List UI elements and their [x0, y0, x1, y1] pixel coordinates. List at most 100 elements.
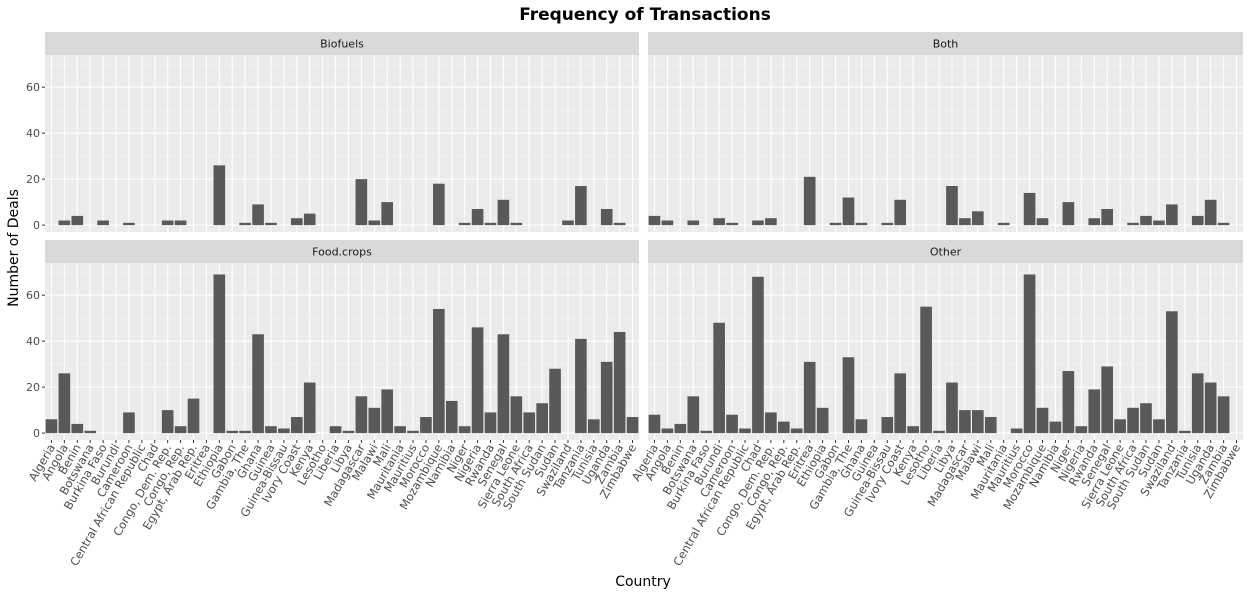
facet-panel-both: Both [648, 32, 1243, 232]
bar [368, 220, 381, 226]
facet-strip-label: Other [930, 246, 962, 259]
bar [613, 331, 626, 434]
bar [855, 222, 868, 226]
bar [613, 222, 626, 226]
bar [84, 430, 97, 434]
bar [587, 419, 600, 434]
bar [45, 419, 58, 434]
bar [790, 428, 803, 434]
panel-background [45, 55, 639, 232]
bar [329, 426, 342, 434]
bar [1217, 396, 1230, 434]
bar [1101, 209, 1114, 226]
bar [842, 197, 855, 226]
bar [562, 220, 574, 226]
y-tick-label: 0 [33, 427, 40, 440]
bar [1127, 222, 1139, 226]
bar [894, 199, 907, 226]
bar [58, 373, 71, 434]
bar [303, 382, 316, 434]
facet-strip-label: Biofuels [320, 38, 364, 51]
bar [855, 419, 868, 434]
bar [1127, 407, 1139, 434]
bar [674, 423, 687, 434]
bar [713, 322, 725, 434]
bar [575, 338, 587, 434]
bar [1166, 311, 1178, 434]
bar [290, 218, 303, 226]
bar [959, 218, 971, 226]
facet-strip [648, 240, 1243, 263]
bar [1088, 218, 1101, 226]
bar [1153, 419, 1165, 434]
bar [174, 426, 187, 434]
bar [355, 179, 368, 226]
bar [381, 389, 394, 434]
bar [687, 396, 700, 434]
bar [575, 186, 587, 226]
bar [265, 426, 277, 434]
bar [1217, 222, 1230, 226]
bar [213, 274, 226, 434]
facet-strip-label: Food.crops [312, 246, 372, 259]
bar [420, 417, 432, 434]
bar [1036, 407, 1049, 434]
facet-panel-food-crops: Food.crops0204060AlgeriaAngolaBeninBotsw… [26, 240, 639, 568]
bar [920, 306, 932, 434]
bar [1204, 382, 1217, 434]
bar [265, 222, 277, 226]
bar [946, 186, 958, 226]
bar [1023, 274, 1036, 434]
panel-background [648, 263, 1243, 440]
bar [1062, 371, 1075, 434]
bar [752, 276, 764, 434]
bar [1166, 204, 1178, 226]
bar [700, 430, 713, 434]
bar [972, 410, 984, 434]
bar [123, 412, 135, 434]
bar [972, 211, 984, 226]
bar [97, 220, 109, 226]
bar [394, 426, 406, 434]
bar [1062, 202, 1075, 226]
bar [1088, 389, 1101, 434]
bar [1140, 403, 1152, 434]
bar [252, 334, 264, 434]
bar [1036, 218, 1049, 226]
bar [497, 199, 510, 226]
bar [1075, 426, 1088, 434]
bar [510, 222, 523, 226]
bar [342, 430, 355, 434]
bar [648, 414, 661, 434]
bar [123, 222, 135, 226]
bar [484, 412, 497, 434]
bar [842, 357, 855, 434]
bar [726, 414, 738, 434]
bar [1153, 220, 1165, 226]
bar [997, 222, 1010, 226]
bar [252, 204, 264, 226]
bar [984, 417, 997, 434]
y-tick-label: 60 [26, 81, 40, 94]
bar [407, 430, 419, 434]
bar [458, 426, 471, 434]
bar [458, 222, 471, 226]
bar [739, 428, 751, 434]
bar [213, 165, 226, 226]
facet-strip-label: Both [933, 38, 959, 51]
bar [471, 209, 484, 226]
bar [648, 215, 661, 226]
bar [1191, 215, 1204, 226]
chart-title: Frequency of Transactions [519, 5, 771, 25]
bar [1049, 421, 1062, 434]
bar [661, 428, 674, 434]
bar [881, 417, 894, 434]
bar [161, 220, 174, 226]
bar [71, 215, 84, 226]
bar [661, 220, 674, 226]
y-tick-label: 40 [26, 335, 40, 348]
bar [687, 220, 700, 226]
bar [803, 176, 816, 226]
bar [239, 430, 251, 434]
